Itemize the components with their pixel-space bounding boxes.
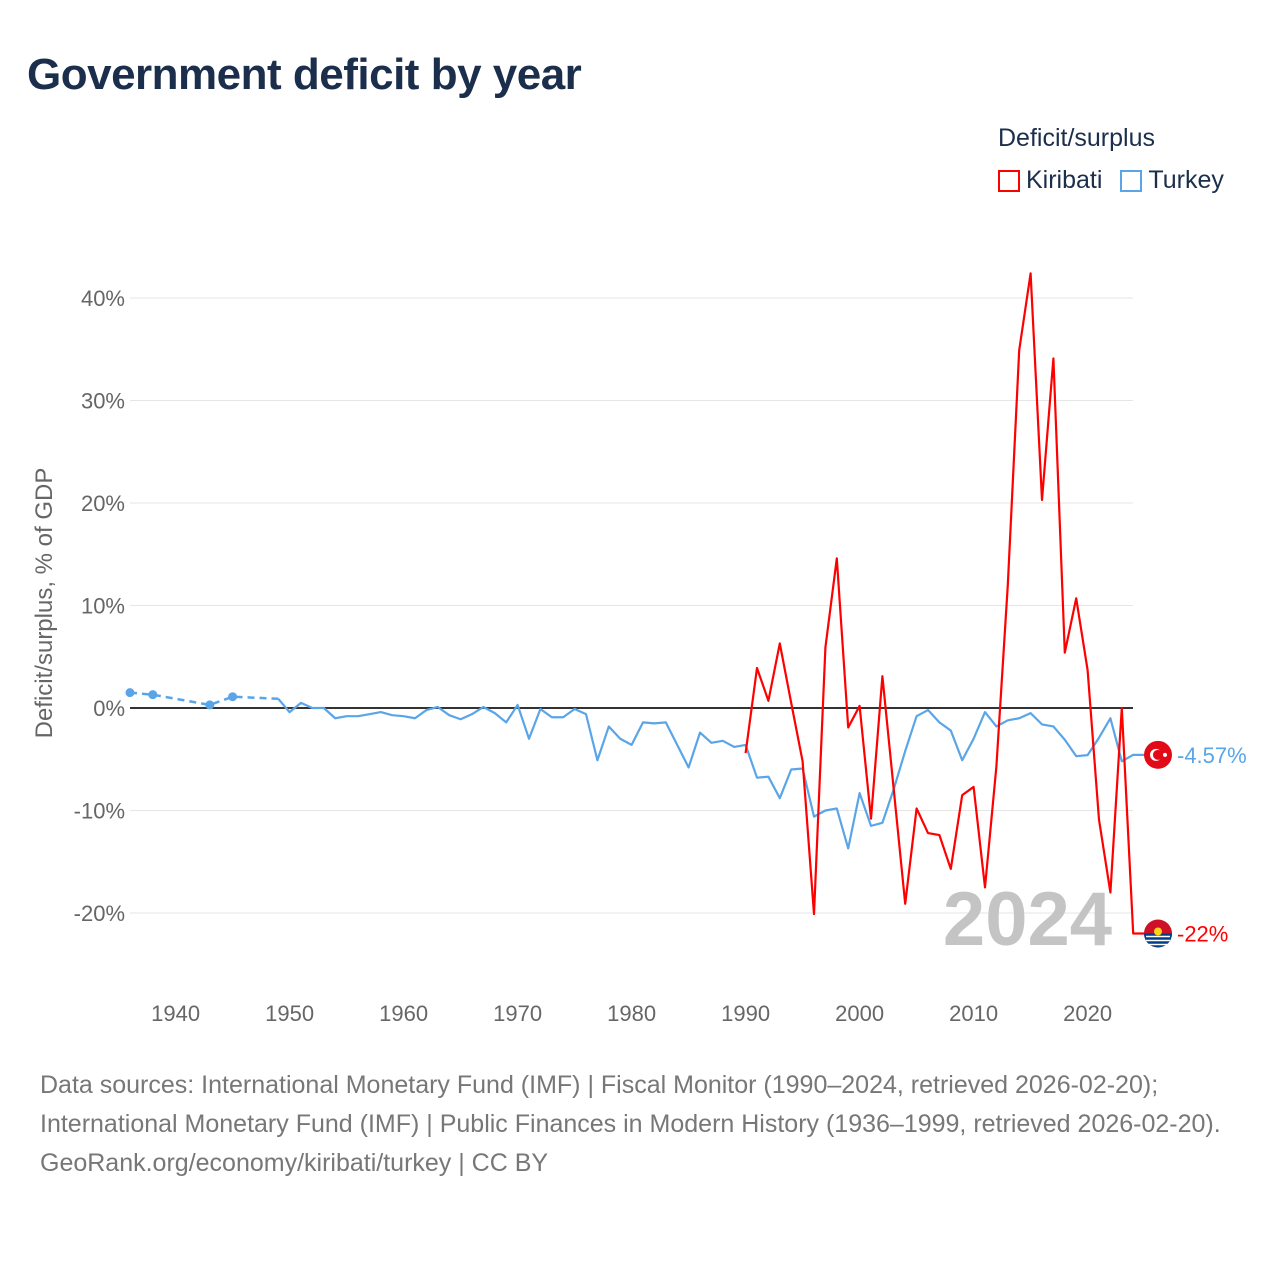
x-tick-label: 1940 [151,1001,200,1026]
y-tick-label: 0% [93,696,125,721]
turkey-point [125,688,135,698]
y-tick-label: -20% [74,901,125,926]
credit-link[interactable]: GeoRank.org/economy/kiribati/turkey | CC… [40,1149,549,1177]
turkey-flag-star [1163,752,1167,757]
legend: Kiribati Turkey [998,166,1224,195]
kiribati-line [744,272,1146,935]
y-tick-label: 40% [81,286,125,311]
year-watermark: 2024 [943,877,1112,962]
chart-title: Government deficit by year [27,50,582,99]
kiribati-flag-icon [1144,919,1172,948]
x-tick-label: 1960 [379,1001,428,1026]
legend-title: Deficit/surplus [998,124,1155,152]
kiribati-end-label: -22% [1177,922,1228,947]
x-tick-label: 1950 [265,1001,314,1026]
legend-item-kiribati[interactable]: Kiribati [998,166,1102,195]
x-tick-label: 2010 [949,1001,998,1026]
legend-swatch-turkey [1120,169,1143,192]
turkey-point [228,692,238,702]
turkey-point [205,700,215,710]
y-tick-label: 20% [81,491,125,516]
turkey-line [277,698,1146,850]
data-sources: Data sources: International Monetary Fun… [40,1071,1221,1138]
turkey-flag-crescent-cut [1153,749,1163,760]
x-tick-label: 2000 [835,1001,884,1026]
x-tick-label: 2020 [1063,1001,1112,1026]
legend-item-turkey[interactable]: Turkey [1120,166,1224,195]
legend-swatch-kiribati [998,169,1020,192]
legend-label: Turkey [1148,166,1224,194]
legend-label: Kiribati [1026,166,1103,194]
turkey-end-label: -4.57% [1177,743,1247,768]
y-axis-label: Deficit/surplus, % of GDP [31,468,58,739]
kiribati-flag-sun [1154,927,1162,936]
turkey-point [148,690,158,700]
chart-plot: -20% -10% 0% 10% 20% 30% 40% 1940 1950 1960 1970 19… [31,272,1247,1026]
footer: Data sources: International Monetary Fun… [40,1066,1240,1183]
x-tick-label: 1990 [721,1001,770,1026]
y-tick-label: -10% [74,799,125,824]
y-tick-label: 30% [81,389,125,414]
x-tick-label: 1970 [493,1001,542,1026]
x-tick-label: 1980 [607,1001,656,1026]
turkey-sparse-line [129,691,279,707]
y-tick-label: 10% [81,594,125,619]
